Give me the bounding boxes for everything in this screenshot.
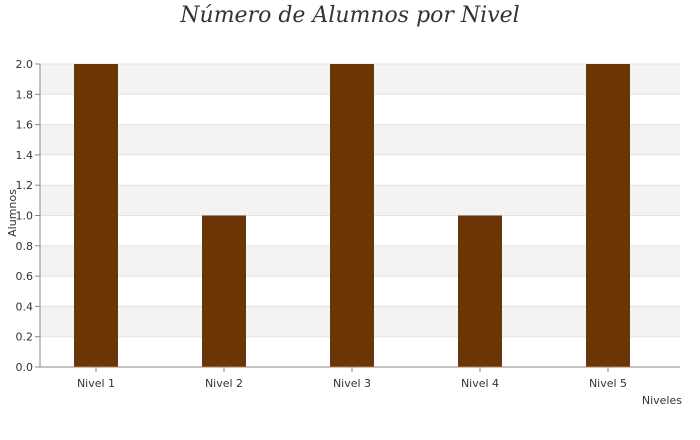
y-tick-label: 0.2 [16,331,34,344]
x-tick-label: Nivel 1 [77,377,115,390]
bar-5 [586,64,630,367]
x-tick-label: Nivel 5 [589,377,627,390]
y-tick-label: 0.6 [16,270,34,283]
x-tick-label: Nivel 2 [205,377,243,390]
bar-1 [74,64,118,367]
y-tick-label: 0.8 [16,240,34,253]
y-tick-label: 0.0 [16,361,34,374]
bar-3 [330,64,374,367]
y-tick-label: 1.6 [16,119,34,132]
y-axis-ticks: 0.0 0.2 0.4 0.6 0.8 1.0 1.2 1.4 1.6 1.8 2.0 [16,58,40,374]
bar-2 [202,215,246,367]
x-axis-ticks: Nivel 1 Nivel 2 Nivel 3 Nivel 4 Nivel 5 [77,367,627,390]
x-tick-label: Nivel 4 [461,377,499,390]
y-tick-label: 1.2 [16,179,34,192]
bar-4 [458,215,502,367]
y-tick-label: 1.0 [16,210,34,223]
y-tick-label: 1.4 [16,149,34,162]
y-tick-label: 1.8 [16,88,34,101]
y-tick-label: 2.0 [16,58,34,71]
x-axis-label: Niveles [642,394,682,407]
x-tick-label: Nivel 3 [333,377,371,390]
y-tick-label: 0.4 [16,300,34,313]
chart-title: Número de Alumnos por Nivel [179,3,519,28]
bars [74,64,630,367]
y-axis-label: Alumnos [6,189,19,237]
